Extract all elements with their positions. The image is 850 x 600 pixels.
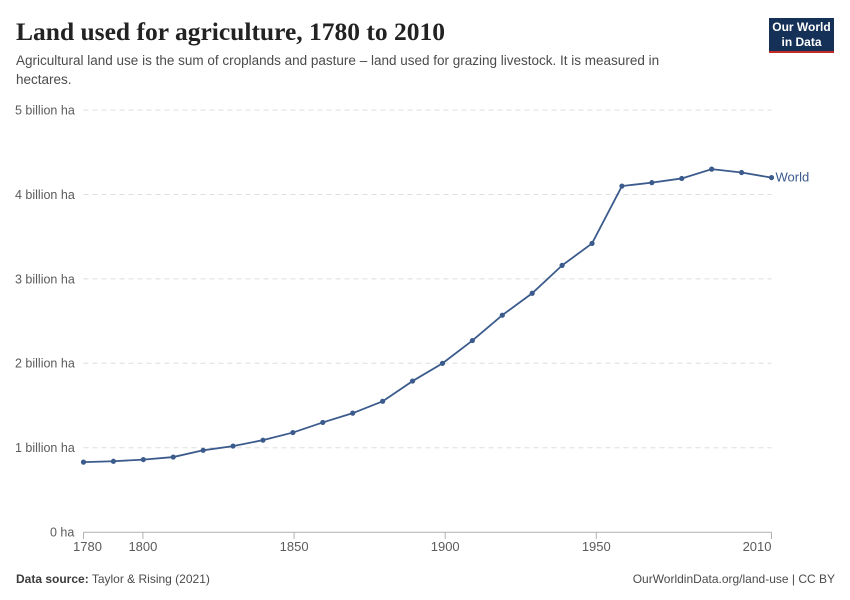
- svg-text:1900: 1900: [431, 539, 460, 554]
- svg-text:World: World: [776, 170, 810, 185]
- svg-text:5 billion ha: 5 billion ha: [15, 104, 75, 118]
- svg-text:3 billion ha: 3 billion ha: [15, 272, 75, 286]
- svg-text:1800: 1800: [128, 539, 157, 554]
- svg-text:2 billion ha: 2 billion ha: [15, 357, 75, 371]
- svg-text:1950: 1950: [582, 539, 611, 554]
- svg-text:0 ha: 0 ha: [50, 526, 74, 540]
- svg-text:1 billion ha: 1 billion ha: [15, 441, 75, 455]
- svg-text:1850: 1850: [280, 539, 309, 554]
- svg-text:1780: 1780: [73, 539, 102, 554]
- svg-text:2010: 2010: [743, 539, 772, 554]
- svg-text:4 billion ha: 4 billion ha: [15, 188, 75, 202]
